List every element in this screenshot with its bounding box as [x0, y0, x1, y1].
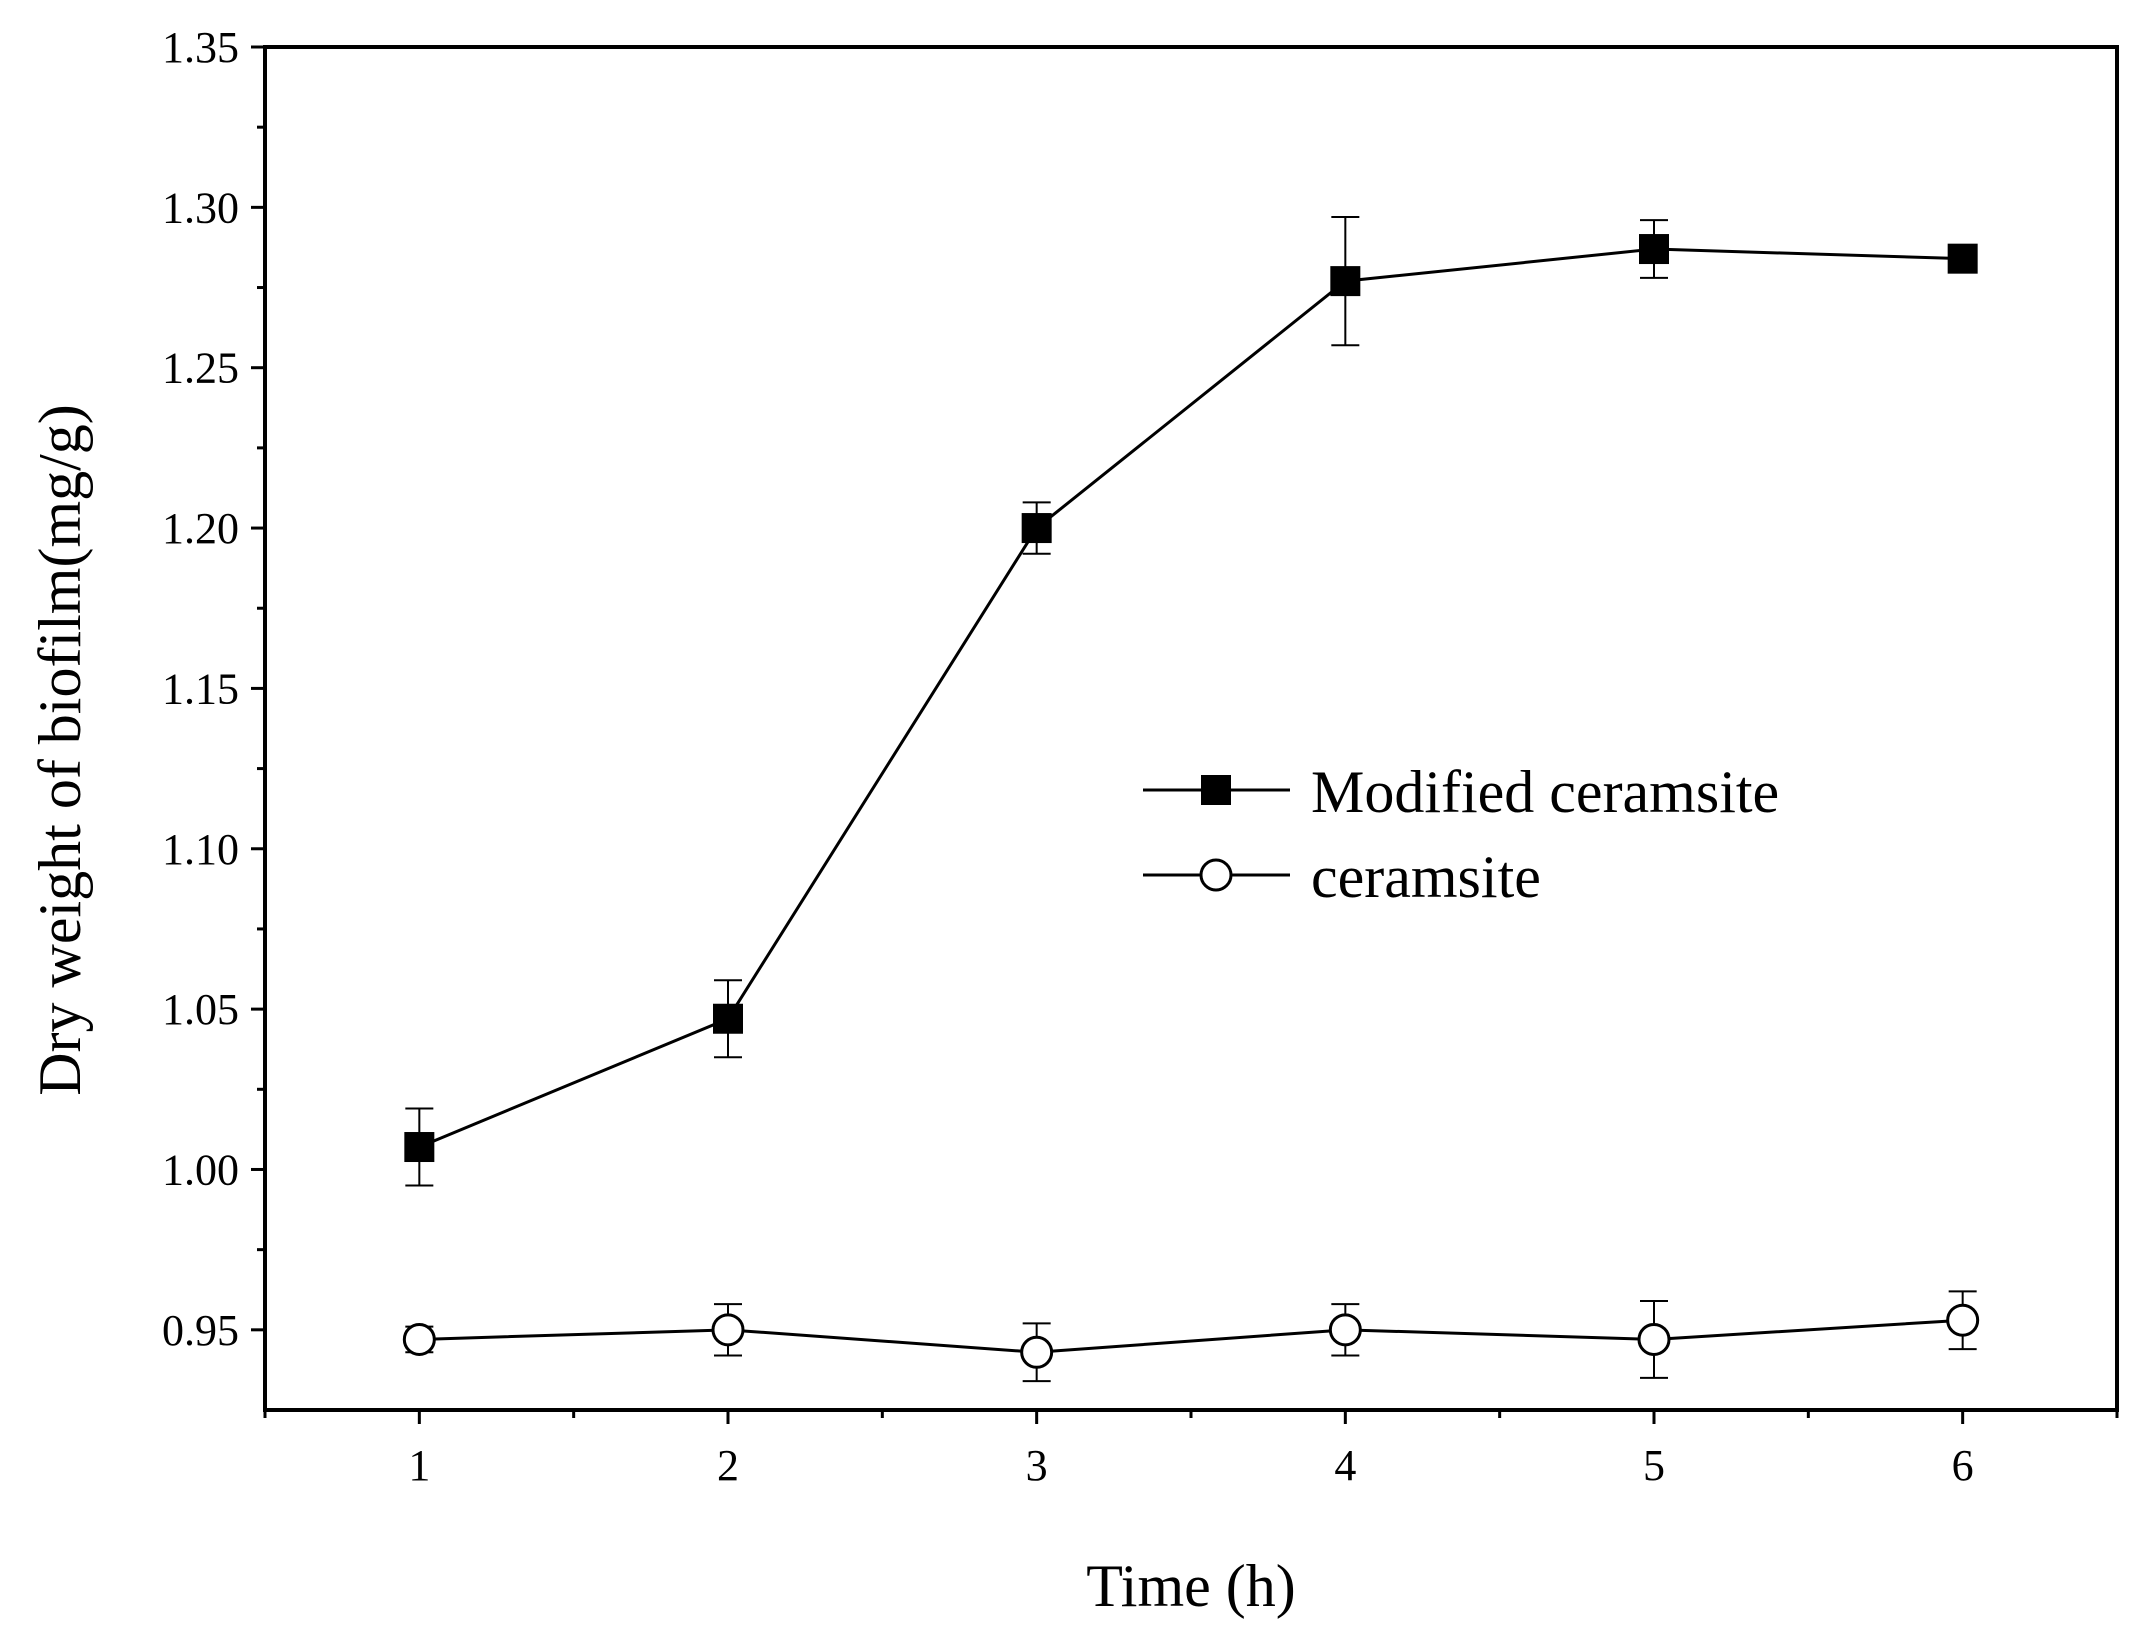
y-tick-label: 1.25 [162, 344, 239, 393]
plot-frame [263, 45, 2119, 1412]
data-point [1328, 1313, 1362, 1347]
y-tick-label: 1.35 [162, 23, 239, 72]
x-tick-label: 5 [1643, 1441, 1665, 1490]
data-point [1639, 234, 1669, 265]
x-tick-label: 4 [1334, 1441, 1356, 1490]
data-point [402, 1322, 436, 1356]
data-point [404, 1132, 435, 1163]
y-tick-label: 1.10 [162, 825, 239, 874]
y-axis: 0.95 1.00 1.05 1.10 1.15 1.20 1.25 1.30 1.35 [162, 23, 265, 1355]
legend: Modified ceramsite ceramsite [1143, 759, 1779, 910]
data-point [1020, 1335, 1054, 1369]
y-tick-label: 1.05 [162, 985, 239, 1034]
series-layer [402, 215, 1980, 1383]
x-tick-label: 3 [1026, 1441, 1048, 1490]
y-tick-label: 0.95 [162, 1306, 239, 1355]
x-axis-title: Time (h) [1086, 1553, 1295, 1619]
data-point [1021, 513, 1052, 544]
x-axis: 1 2 3 4 5 6 [263, 1410, 2119, 1490]
legend-marker-modified-ceramsite [1201, 775, 1231, 805]
y-tick-label: 1.30 [162, 183, 239, 232]
series-modified-ceramsite [404, 215, 1978, 1187]
y-tick-label: 1.00 [162, 1145, 239, 1194]
y-tick-label: 1.20 [162, 504, 239, 553]
data-point [1637, 1322, 1671, 1356]
series-ceramsite [402, 1290, 1980, 1383]
y-tick-label: 1.15 [162, 664, 239, 713]
data-point [1947, 243, 1978, 274]
x-tick-label: 1 [408, 1441, 430, 1490]
legend-label-modified-ceramsite: Modified ceramsite [1311, 759, 1779, 825]
series-line [418, 247, 1963, 1149]
data-point [1946, 1303, 1980, 1337]
data-point [711, 1313, 745, 1347]
data-point [1330, 266, 1361, 297]
legend-marker-ceramsite [1199, 858, 1233, 892]
y-axis-title: Dry weight of biofilm(mg/g) [27, 404, 93, 1096]
series-line [419, 1318, 1963, 1354]
x-tick-label: 2 [717, 1441, 739, 1490]
legend-label-ceramsite: ceramsite [1311, 844, 1541, 910]
x-tick-label: 6 [1952, 1441, 1974, 1490]
data-point [713, 1003, 743, 1034]
